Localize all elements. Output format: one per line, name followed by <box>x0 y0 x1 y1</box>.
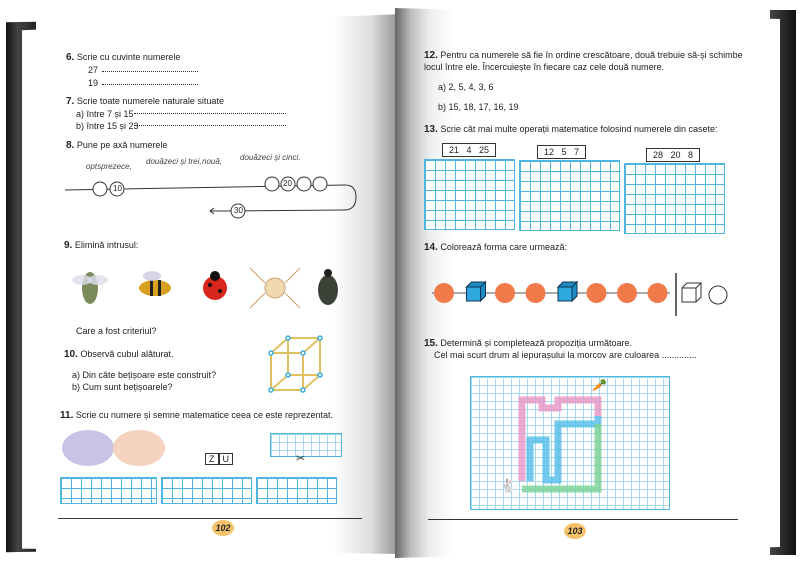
number-box: 12 5 7 <box>537 145 587 159</box>
cube-shape <box>556 280 579 303</box>
sphere-shape <box>647 283 668 303</box>
sphere-shape <box>525 283 546 303</box>
dot-cards-image <box>113 430 165 466</box>
number-word: nouă, <box>202 157 223 166</box>
grid-image <box>270 433 342 457</box>
tick-10: 10 <box>113 184 122 193</box>
bee-image <box>139 271 171 296</box>
beetle-image <box>318 269 338 305</box>
q8-title: 8. Pune pe axă numerele <box>66 140 168 151</box>
q12-text: locul între ele. Încercuiește în fiecare… <box>424 62 665 72</box>
number-word: douăzeci și cinci. <box>240 153 301 162</box>
maze-path <box>522 424 602 493</box>
q10-item: b) Cum sunt bețișoarele? <box>72 382 173 392</box>
option-cube[interactable] <box>681 282 703 303</box>
answer-grid[interactable] <box>256 477 337 504</box>
maze-path <box>526 416 602 484</box>
answer-line[interactable] <box>134 106 286 114</box>
q12-title: 12. Pentru ca numerele să fie în ordine … <box>424 50 743 61</box>
answer-grid[interactable] <box>161 477 252 504</box>
q13-title: 13. Scrie cât mai multe operații matemat… <box>424 124 718 135</box>
scissors-icon: ✂ <box>296 453 306 465</box>
q10-item: a) Din câte bețișoare este construit? <box>72 370 217 380</box>
answer-line[interactable] <box>134 118 286 126</box>
sphere-shape <box>434 283 454 303</box>
number-box: 21 4 25 <box>442 143 497 157</box>
abacus: Z U <box>205 453 233 465</box>
answer-line[interactable] <box>102 77 198 85</box>
ladybug-image <box>203 271 227 300</box>
option-circle[interactable] <box>708 285 728 305</box>
q7-item: a) între 7 și 15 <box>76 109 134 119</box>
q7-item: b) între 15 și 23 <box>76 121 139 131</box>
abacus-units: U <box>218 453 233 465</box>
q15-title: 15. Determină și completează propoziția … <box>424 338 633 349</box>
tick-20: 20 <box>283 179 292 188</box>
answer-line[interactable] <box>102 64 198 72</box>
q9-title: 9. Elimină intrusul: <box>64 240 139 251</box>
q12-item: b) 15, 18, 17, 16, 19 <box>438 102 519 112</box>
answer-grid[interactable] <box>519 160 620 231</box>
tick-30: 30 <box>234 206 243 215</box>
answer-grid[interactable] <box>424 159 515 230</box>
abacus-tens: Z <box>205 453 219 465</box>
sphere-shape <box>495 283 515 303</box>
q6-item: 19 <box>88 78 99 88</box>
dot-cards-image <box>62 430 114 466</box>
q14-title: 14. Colorează forma care urmează: <box>424 242 567 253</box>
rabbit-icon: 🐇 <box>500 478 517 493</box>
q9-question: Care a fost criteriul? <box>76 326 157 336</box>
sphere-shape <box>617 283 637 303</box>
fly-image <box>72 272 108 304</box>
cube-image <box>268 335 323 393</box>
footer-divider <box>428 519 738 520</box>
maze-path <box>518 396 602 481</box>
answer-grid[interactable] <box>60 477 157 504</box>
page-number: 103 <box>564 523 586 539</box>
insect-images <box>72 267 338 309</box>
shape-sequence <box>432 273 728 316</box>
spider-image <box>249 267 301 309</box>
number-line <box>64 176 357 219</box>
q12-item: a) 2, 5, 4, 3, 6 <box>438 82 494 92</box>
q7-title: 7. Scrie toate numerele naturale situate <box>66 96 224 107</box>
number-word: douăzeci și trei, <box>146 157 202 166</box>
answer-grid[interactable] <box>624 163 725 234</box>
number-box: 28 20 8 <box>646 148 701 162</box>
number-word: optsprezece, <box>86 162 132 171</box>
q6-title: 6. Scrie cu cuvinte numerele <box>66 52 181 63</box>
q10-title: 10. Observă cubul alăturat. <box>64 349 174 360</box>
maze-paths <box>518 396 602 493</box>
q11-title: 11. Scrie cu numere și semne matematice … <box>60 410 333 421</box>
q15-text: Cel mai scurt drum al iepurașului la mor… <box>434 350 697 360</box>
page-number: 102 <box>212 520 234 536</box>
sphere-shape <box>586 283 607 303</box>
carrot-icon: 🥕 <box>592 378 607 392</box>
q6-item: 27 <box>88 65 99 75</box>
footer-divider <box>58 518 362 519</box>
cube-shape <box>465 280 487 303</box>
